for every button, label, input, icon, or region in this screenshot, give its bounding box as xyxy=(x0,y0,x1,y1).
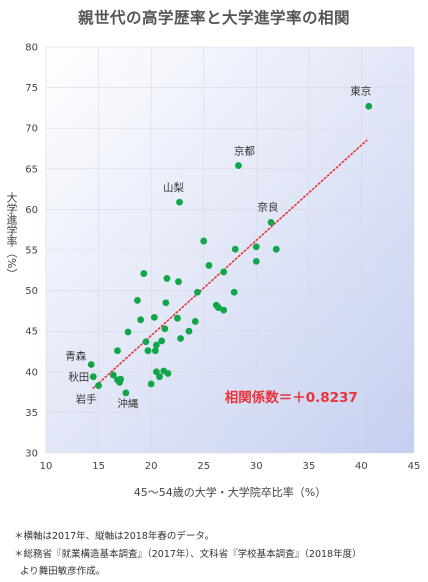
data-point xyxy=(175,278,182,286)
data-point xyxy=(153,341,160,349)
data-point xyxy=(252,243,260,251)
data-point xyxy=(140,270,148,277)
y-tick-label: 30 xyxy=(25,449,38,460)
data-point xyxy=(147,380,155,388)
data-point xyxy=(164,370,172,377)
data-point xyxy=(150,313,158,321)
point-label: 奈良 xyxy=(258,200,279,213)
data-point xyxy=(124,328,132,336)
point-label: 青森 xyxy=(65,349,86,362)
footnote-1: ＊横軸は2017年、縦軸は2018年春のデータ。 xyxy=(14,531,215,542)
point-label: 東京 xyxy=(350,84,371,97)
data-point xyxy=(142,338,150,346)
data-point xyxy=(267,218,275,226)
footnote-2: ＊総務省『就業構造基本調査』（2017年）、文科省『学校基本調査』（2018年度… xyxy=(14,549,362,560)
x-tick-label: 25 xyxy=(197,461,210,472)
data-point xyxy=(161,325,169,333)
y-tick-label: 70 xyxy=(25,124,38,135)
y-tick-label: 40 xyxy=(25,367,38,378)
y-tick-label: 45 xyxy=(25,327,38,338)
x-tick-label: 45 xyxy=(408,461,421,472)
data-point xyxy=(137,316,145,324)
y-axis-label-text: 大学進学率（%） xyxy=(5,192,18,280)
data-point xyxy=(87,361,95,368)
trend-line xyxy=(92,139,368,389)
x-tick-label: 15 xyxy=(92,461,105,472)
y-tick-label: 50 xyxy=(25,286,38,297)
point-label: 京都 xyxy=(234,145,255,158)
data-point xyxy=(122,389,130,397)
point-label: 沖縄 xyxy=(117,397,138,410)
data-point xyxy=(230,288,238,296)
point-label: 岩手 xyxy=(76,393,97,406)
x-tick-label: 40 xyxy=(355,461,368,472)
data-point xyxy=(220,268,228,276)
data-point xyxy=(89,373,97,381)
data-point xyxy=(114,347,121,355)
chart-title: 親世代の高学歴率と大学進学率の相関 xyxy=(77,9,350,27)
data-points xyxy=(87,102,373,397)
data-point xyxy=(235,162,242,169)
x-tick-label: 20 xyxy=(145,461,158,472)
data-point xyxy=(156,373,163,381)
point-label: 秋田 xyxy=(68,371,89,384)
data-point xyxy=(205,262,213,269)
scatter-chart: 30 35 40 45 50 55 60 65 70 75 80 10 15 20 25 30 35 40 45 東… xyxy=(25,43,420,500)
data-point xyxy=(365,102,373,110)
footnote-3: より舞田敏彦作成。 xyxy=(20,566,106,577)
data-point xyxy=(162,299,170,307)
y-tick-label: 65 xyxy=(25,164,38,175)
data-point xyxy=(174,314,181,322)
data-point xyxy=(194,288,201,296)
data-point xyxy=(158,337,166,345)
y-tick-label: 75 xyxy=(25,83,38,94)
data-point xyxy=(144,347,152,355)
y-tick-label: 55 xyxy=(25,246,38,257)
x-tick-label: 35 xyxy=(302,461,315,472)
data-point xyxy=(200,237,208,245)
correlation-annotation: 相関係数＝＋0.8237 xyxy=(225,389,358,406)
axis-ticks: 30 35 40 45 50 55 60 65 70 75 80 10 15 20 25 30 35 40 45 xyxy=(25,43,420,473)
data-point xyxy=(272,245,280,253)
x-tick-label: 10 xyxy=(40,461,53,472)
x-axis-label: 45〜54歳の大学・大学院卒比率（%） xyxy=(134,485,326,499)
y-tick-label: 60 xyxy=(25,205,38,216)
data-point xyxy=(176,198,183,206)
data-point xyxy=(220,306,228,314)
data-point xyxy=(185,327,193,335)
data-point xyxy=(191,318,199,325)
data-point xyxy=(231,245,239,253)
y-tick-label: 35 xyxy=(25,408,38,419)
data-point xyxy=(252,257,260,265)
data-point xyxy=(95,382,102,390)
data-point xyxy=(177,335,184,342)
data-point xyxy=(109,371,117,379)
data-point xyxy=(163,275,171,282)
data-point xyxy=(151,347,159,355)
y-tick-label: 80 xyxy=(25,43,38,54)
data-point xyxy=(116,378,123,386)
x-tick-label: 30 xyxy=(250,461,263,472)
data-point xyxy=(215,304,222,312)
y-axis-label: 大学進学率（%） xyxy=(4,192,18,279)
data-point xyxy=(153,368,160,376)
point-label: 山梨 xyxy=(163,181,184,194)
data-point xyxy=(134,296,141,304)
